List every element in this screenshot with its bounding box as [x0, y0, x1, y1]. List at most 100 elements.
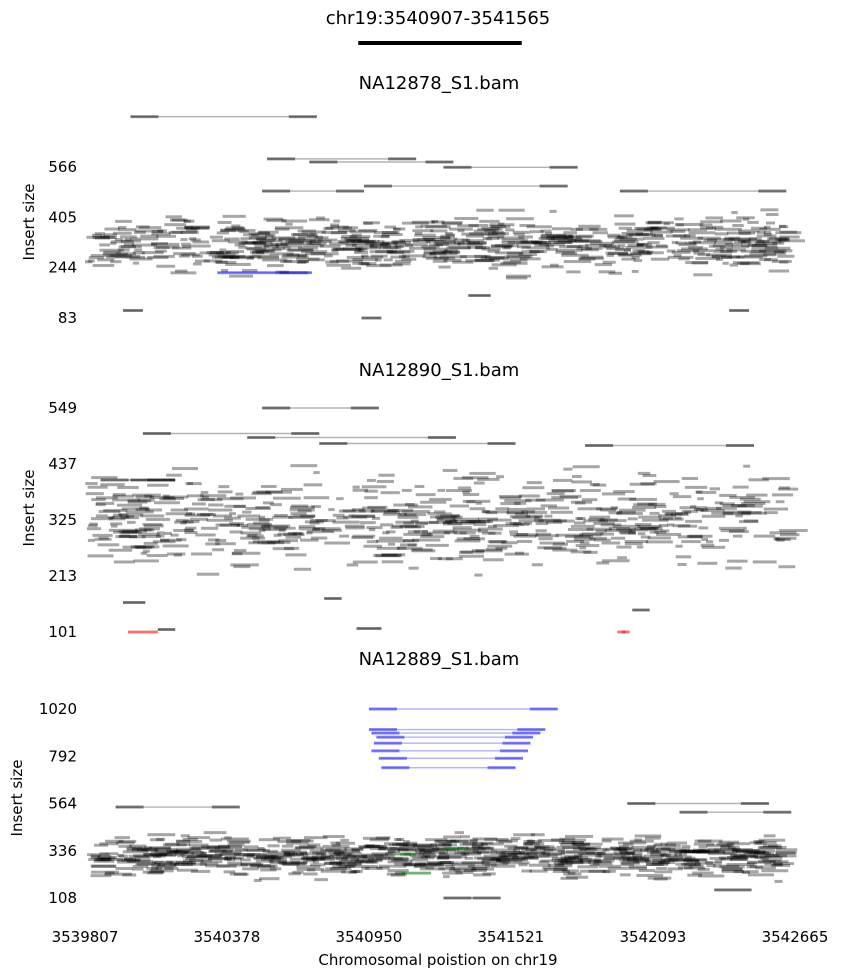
read-segment: [453, 238, 469, 242]
read-segment: [563, 467, 573, 471]
read-segment: [429, 252, 458, 256]
read-segment: [415, 862, 443, 866]
read-segment: [718, 538, 730, 542]
read-segment: [501, 853, 518, 857]
read-segment: [754, 856, 783, 860]
read-segment: [746, 851, 765, 855]
read-segment: [371, 852, 395, 856]
read-segment: [434, 864, 445, 868]
read-segment: [473, 229, 496, 233]
read-segment: [388, 843, 408, 847]
read-segment: [665, 856, 683, 860]
read-segment: [271, 236, 296, 240]
read-segment: [481, 226, 500, 230]
read-segment: [352, 240, 375, 244]
read-segment: [127, 500, 148, 504]
read-segment: [519, 223, 536, 227]
read-segment: [542, 852, 565, 856]
read-segment: [734, 240, 747, 244]
read-segment: [149, 846, 171, 850]
read-segment: [90, 254, 116, 258]
read-segment: [570, 524, 595, 528]
read-segment: [149, 838, 164, 842]
read-segment: [531, 563, 543, 567]
read-segment: [387, 508, 414, 512]
read-segment: [213, 514, 232, 518]
read-segment: [763, 810, 792, 814]
read-segment: [687, 873, 703, 877]
read-segment: [749, 865, 764, 869]
read-segment: [140, 234, 159, 238]
read-segment: [499, 496, 521, 500]
read-segment: [510, 533, 538, 537]
read-segment: [762, 859, 782, 863]
read-segment: [555, 533, 584, 537]
read-segment: [589, 515, 611, 519]
read-segment: [638, 869, 655, 873]
read-segment: [358, 247, 368, 251]
read-segment: [467, 242, 487, 246]
read-segment: [126, 860, 154, 864]
read-segment: [667, 847, 691, 851]
read-segment: [237, 514, 261, 518]
read-segment: [252, 251, 265, 255]
read-segment: [227, 839, 251, 843]
read-segment: [184, 513, 211, 517]
read-segment: [471, 841, 494, 845]
read-segment: [268, 865, 276, 869]
read-segment: [561, 861, 584, 865]
read-segment: [472, 850, 497, 854]
read-segment: [546, 234, 574, 238]
read-segment: [178, 254, 190, 258]
read-segment: [415, 522, 428, 526]
read-segment: [295, 846, 324, 850]
read-segment: [301, 856, 319, 860]
read-segment: [153, 246, 170, 250]
read-segment: [487, 249, 500, 253]
read-segment: [337, 225, 349, 229]
read-segment: [282, 850, 307, 854]
read-segment: [762, 844, 782, 848]
read-segment: [553, 860, 569, 864]
read-segment: [609, 846, 634, 850]
read-segment: [434, 510, 446, 514]
read-segment: [364, 844, 387, 848]
read-segment: [253, 856, 282, 860]
read-segment: [726, 842, 750, 846]
read-segment: [242, 867, 259, 871]
read-segment: [485, 547, 503, 551]
read-segment: [706, 864, 716, 868]
read-segment: [398, 513, 417, 517]
read-segment: [403, 840, 410, 844]
read-segment: [555, 863, 565, 867]
read-segment: [399, 844, 415, 848]
read-segment: [330, 841, 341, 845]
read-segment: [504, 499, 532, 503]
read-segment: [563, 260, 592, 264]
read-segment: [85, 492, 104, 496]
read-segment: [311, 855, 334, 859]
read-segment: [403, 539, 420, 543]
read-segment: [660, 853, 669, 857]
read-segment: [571, 841, 584, 845]
read-segment: [267, 855, 277, 859]
read-segment: [140, 551, 148, 555]
read-segment: [566, 539, 585, 543]
read-segment: [296, 257, 320, 261]
read-segment: [630, 251, 651, 255]
read-segment: [576, 246, 603, 250]
read-segment: [371, 731, 400, 735]
read-segment: [164, 531, 172, 535]
read-segment: [583, 519, 608, 523]
read-segment: [356, 864, 378, 868]
read-segment: [534, 243, 550, 247]
read-segment: [358, 228, 378, 232]
read-segment: [310, 863, 326, 867]
read-segment: [246, 256, 255, 260]
read-segment: [375, 857, 403, 861]
read-segment: [566, 270, 581, 274]
read-segment: [375, 554, 401, 558]
read-segment: [307, 843, 321, 847]
read-segment: [219, 248, 227, 252]
read-segment: [302, 238, 323, 242]
